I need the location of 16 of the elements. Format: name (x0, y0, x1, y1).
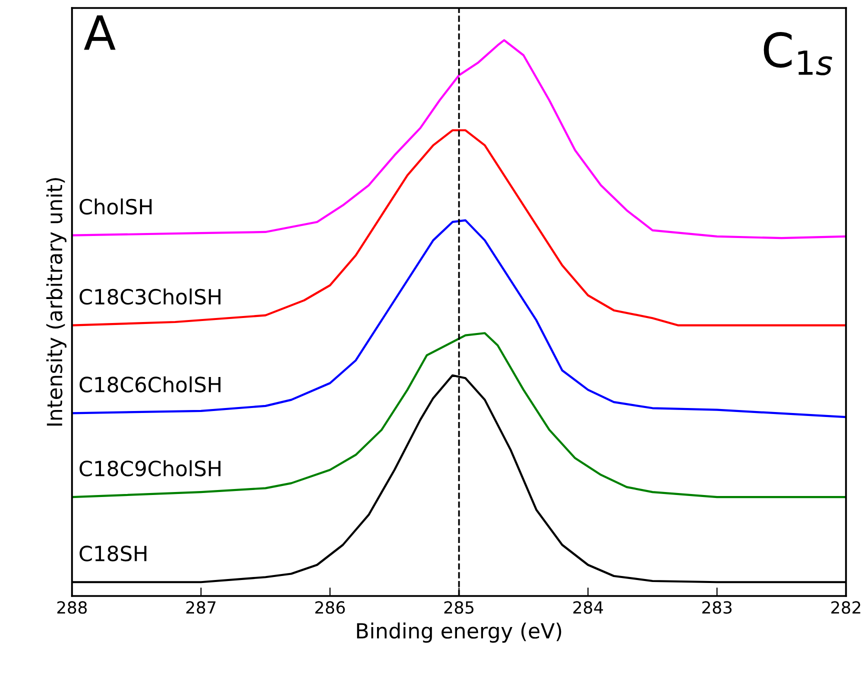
x-tick-label: 286 (315, 601, 345, 614)
x-tick-label: 283 (702, 601, 732, 614)
series-label: C18SH (80, 546, 146, 562)
annotation: C$_{1s}$ (764, 32, 832, 76)
y-axis-title: Intensity (arbitrary unit) (46, 178, 66, 426)
series-label: C18C9CholSH (80, 460, 220, 476)
series-label: C18C6CholSH (80, 376, 220, 392)
x-tick-label: 284 (573, 601, 603, 614)
annotation: A (84, 15, 116, 50)
x-tick-label: 287 (186, 601, 216, 614)
x-axis-title: Binding energy (eV) (357, 622, 562, 643)
series-label: CholSH (80, 198, 152, 215)
x-tick-label: 288 (57, 601, 87, 614)
series-label: C18C3CholSH (80, 288, 220, 305)
x-tick-label: 282 (831, 601, 860, 614)
x-tick-label: 285 (444, 601, 474, 614)
